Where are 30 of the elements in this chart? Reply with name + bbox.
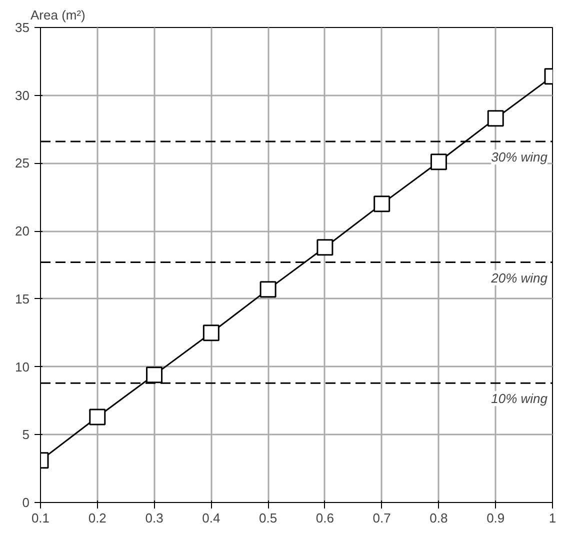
y-tick-label: 25	[15, 156, 30, 171]
ref-line-label: 20% wing	[490, 270, 548, 286]
ref-line-label: 10% wing	[491, 391, 548, 406]
ref-line-label: 30% wing	[491, 150, 548, 164]
x-tick-label: 0.4	[202, 510, 220, 526]
point	[374, 196, 390, 212]
point	[316, 239, 334, 256]
y-tick-label: 10	[15, 359, 30, 374]
x-tick-label: 0.1	[31, 510, 50, 526]
x-tick-label: 0.8	[430, 510, 448, 526]
x-tick-label: 0.6	[316, 510, 334, 526]
x-tick-label: 1	[548, 510, 556, 526]
x-tick-label: 0.5	[259, 510, 278, 526]
point	[146, 366, 163, 384]
x-tick-label: 0.3	[145, 510, 164, 526]
y-tick-label: 5	[22, 427, 30, 442]
y-tick-label: 35	[15, 20, 30, 35]
x-tick-label: 0.7	[372, 510, 391, 526]
y-tick-label: 30	[15, 88, 30, 103]
y-tick-label: 20	[15, 224, 30, 239]
y-tick-label: 15	[15, 291, 30, 306]
point	[487, 110, 504, 127]
point	[89, 408, 106, 426]
y-axis-title: Area (m²)	[30, 8, 86, 22]
point	[202, 324, 220, 342]
point	[430, 154, 447, 170]
x-tick-label: 0.2	[88, 510, 106, 526]
y-tick-label: 0	[22, 495, 30, 510]
point	[260, 281, 276, 298]
x-tick-label: 0.9	[486, 510, 505, 526]
